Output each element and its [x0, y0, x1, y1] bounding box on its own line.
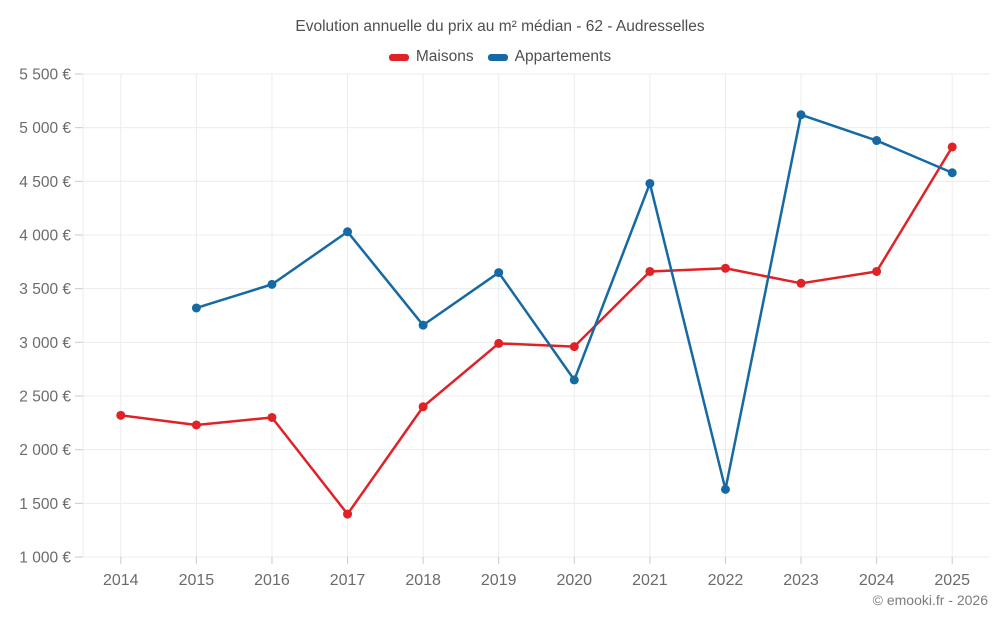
x-tick-label: 2020 — [556, 572, 592, 589]
x-tick-label: 2025 — [934, 572, 970, 589]
data-point-maisons — [343, 509, 353, 519]
data-point-maisons — [418, 402, 428, 412]
data-point-maisons — [947, 142, 957, 152]
y-tick-label: 2 500 € — [19, 389, 71, 406]
legend-swatch-appartements — [487, 53, 508, 61]
x-tick-label: 2019 — [481, 572, 517, 589]
chart-legend: Maisons Appartements — [0, 47, 1000, 67]
legend-label-appartements: Appartements — [514, 48, 612, 65]
data-point-appartements — [872, 136, 882, 146]
y-tick-label: 4 500 € — [19, 174, 71, 191]
data-point-maisons — [494, 338, 504, 348]
legend-label-maisons: Maisons — [415, 48, 474, 65]
chart-title: Evolution annuelle du prix au m² médian … — [295, 18, 705, 35]
series-line-maisons — [119, 145, 954, 516]
data-point-appartements — [569, 375, 579, 385]
y-tick-label: 1 000 € — [19, 550, 71, 567]
data-point-appartements — [343, 227, 353, 237]
data-point-maisons — [720, 263, 730, 273]
legend-swatch-maisons — [388, 53, 409, 61]
data-point-appartements — [947, 168, 957, 178]
y-tick-label: 3 000 € — [19, 335, 71, 352]
data-point-maisons — [191, 420, 201, 430]
data-point-appartements — [418, 320, 428, 330]
legend-item-appartements[interactable]: Appartements — [487, 48, 612, 66]
x-tick-label: 2021 — [632, 572, 668, 589]
x-tick-label: 2022 — [708, 572, 744, 589]
x-tick-label: 2024 — [859, 572, 895, 589]
data-point-appartements — [494, 268, 504, 278]
x-tick-label: 2023 — [783, 572, 819, 589]
y-tick-label: 4 000 € — [19, 228, 71, 245]
y-tick-label: 2 000 € — [19, 442, 71, 459]
data-point-appartements — [720, 484, 730, 494]
data-point-maisons — [116, 410, 126, 420]
data-point-maisons — [569, 342, 579, 352]
x-tick-label: 2015 — [179, 572, 215, 589]
copyright-footer: © emooki.fr - 2026 — [872, 592, 988, 608]
data-point-appartements — [645, 178, 655, 188]
legend-item-maisons[interactable]: Maisons — [388, 48, 474, 66]
y-tick-label: 1 500 € — [19, 496, 71, 513]
y-tick-label: 3 500 € — [19, 281, 71, 298]
data-point-appartements — [267, 279, 277, 289]
x-tick-label: 2017 — [330, 572, 366, 589]
x-tick-label: 2016 — [254, 572, 290, 589]
data-point-maisons — [796, 278, 806, 288]
y-tick-label: 5 000 € — [19, 120, 71, 137]
data-point-appartements — [191, 303, 201, 313]
x-tick-label: 2018 — [405, 572, 441, 589]
data-point-appartements — [796, 110, 806, 120]
data-point-maisons — [267, 412, 277, 422]
x-tick-label: 2014 — [103, 572, 139, 589]
data-point-maisons — [645, 266, 655, 276]
y-tick-label: 5 500 € — [19, 67, 71, 84]
data-point-maisons — [872, 266, 882, 276]
